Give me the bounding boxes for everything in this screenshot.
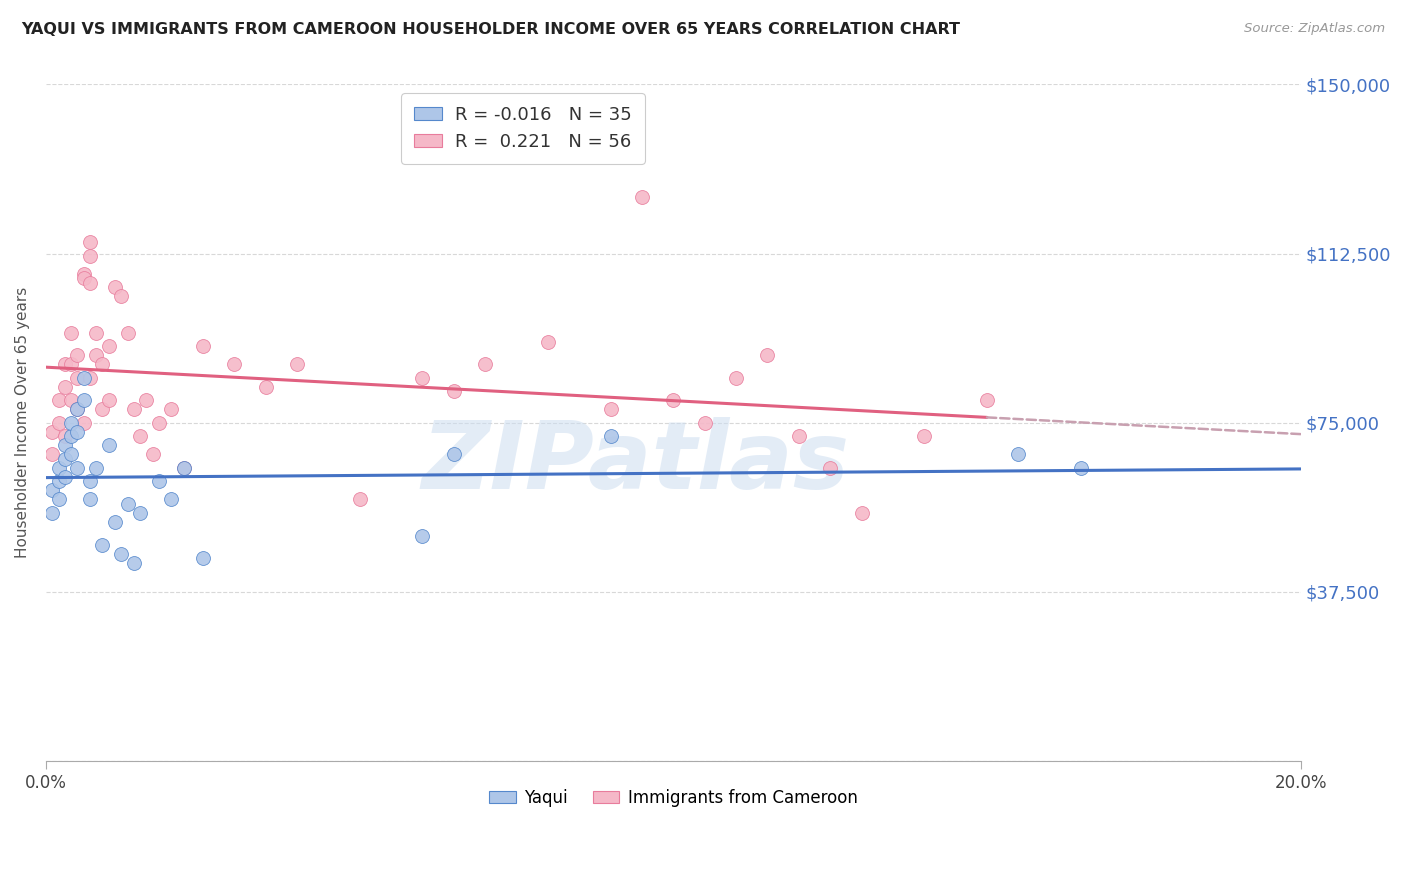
- Point: [474, 357, 496, 371]
- Point: [53, 379, 76, 393]
- Point: [48, 461, 70, 475]
- Point: [91, 357, 114, 371]
- Point: [66, 402, 89, 417]
- Point: [148, 416, 170, 430]
- Point: [97, 393, 120, 408]
- Point: [60, 416, 83, 430]
- Point: [254, 379, 277, 393]
- Point: [1070, 461, 1092, 475]
- Point: [122, 402, 145, 417]
- Point: [79, 235, 101, 250]
- Point: [129, 506, 152, 520]
- Point: [142, 447, 165, 461]
- Point: [48, 492, 70, 507]
- Legend: Yaqui, Immigrants from Cameroon: Yaqui, Immigrants from Cameroon: [482, 782, 865, 814]
- Point: [91, 402, 114, 417]
- Point: [66, 370, 89, 384]
- Point: [1007, 447, 1029, 461]
- Point: [173, 461, 195, 475]
- Point: [48, 393, 70, 408]
- Point: [443, 384, 465, 399]
- Point: [724, 370, 747, 384]
- Point: [91, 537, 114, 551]
- Point: [66, 425, 89, 439]
- Point: [411, 528, 433, 542]
- Point: [60, 429, 83, 443]
- Point: [135, 393, 157, 408]
- Point: [79, 475, 101, 489]
- Point: [41, 483, 63, 498]
- Point: [84, 461, 107, 475]
- Point: [60, 447, 83, 461]
- Point: [60, 326, 83, 340]
- Point: [72, 393, 94, 408]
- Point: [66, 348, 89, 362]
- Point: [53, 451, 76, 466]
- Point: [191, 551, 214, 566]
- Point: [756, 348, 779, 362]
- Point: [173, 461, 195, 475]
- Point: [599, 402, 621, 417]
- Point: [110, 289, 132, 303]
- Point: [79, 276, 101, 290]
- Point: [72, 267, 94, 281]
- Point: [53, 470, 76, 484]
- Point: [787, 429, 810, 443]
- Point: [104, 515, 127, 529]
- Point: [48, 475, 70, 489]
- Point: [851, 506, 873, 520]
- Point: [53, 357, 76, 371]
- Point: [72, 271, 94, 285]
- Point: [41, 447, 63, 461]
- Point: [53, 429, 76, 443]
- Point: [411, 370, 433, 384]
- Point: [72, 416, 94, 430]
- Point: [122, 556, 145, 570]
- Point: [224, 357, 246, 371]
- Point: [41, 425, 63, 439]
- Point: [53, 438, 76, 452]
- Point: [117, 326, 139, 340]
- Point: [79, 492, 101, 507]
- Point: [285, 357, 308, 371]
- Point: [191, 339, 214, 353]
- Point: [84, 326, 107, 340]
- Text: ZIPatlas: ZIPatlas: [422, 417, 849, 509]
- Point: [443, 447, 465, 461]
- Point: [60, 357, 83, 371]
- Point: [912, 429, 935, 443]
- Point: [60, 393, 83, 408]
- Y-axis label: Householder Income Over 65 years: Householder Income Over 65 years: [15, 287, 30, 558]
- Point: [117, 497, 139, 511]
- Point: [104, 280, 127, 294]
- Point: [79, 249, 101, 263]
- Point: [537, 334, 560, 349]
- Point: [631, 190, 654, 204]
- Point: [349, 492, 371, 507]
- Text: YAQUI VS IMMIGRANTS FROM CAMEROON HOUSEHOLDER INCOME OVER 65 YEARS CORRELATION C: YAQUI VS IMMIGRANTS FROM CAMEROON HOUSEH…: [21, 22, 960, 37]
- Point: [97, 339, 120, 353]
- Point: [72, 370, 94, 384]
- Point: [662, 393, 685, 408]
- Point: [693, 416, 716, 430]
- Point: [79, 370, 101, 384]
- Point: [599, 429, 621, 443]
- Text: Source: ZipAtlas.com: Source: ZipAtlas.com: [1244, 22, 1385, 36]
- Point: [129, 429, 152, 443]
- Point: [160, 402, 183, 417]
- Point: [41, 506, 63, 520]
- Point: [818, 461, 841, 475]
- Point: [84, 348, 107, 362]
- Point: [148, 475, 170, 489]
- Point: [976, 393, 998, 408]
- Point: [160, 492, 183, 507]
- Point: [97, 438, 120, 452]
- Point: [48, 416, 70, 430]
- Point: [66, 402, 89, 417]
- Point: [110, 547, 132, 561]
- Point: [66, 461, 89, 475]
